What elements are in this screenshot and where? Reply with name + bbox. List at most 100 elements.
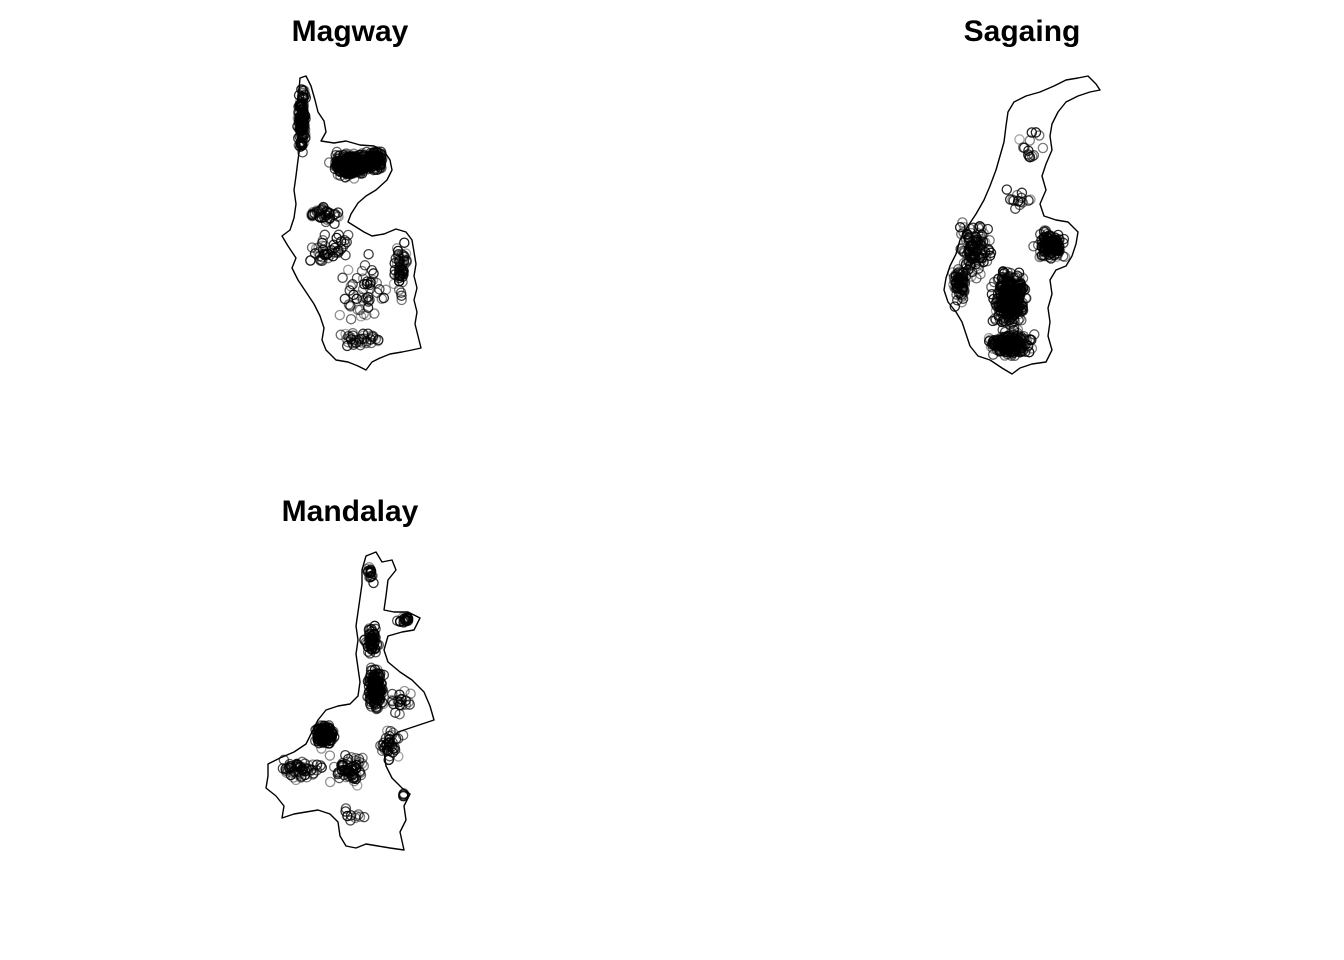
sample-point — [971, 273, 982, 284]
sample-point — [1047, 249, 1058, 261]
sample-point — [1007, 194, 1018, 205]
sample-point — [321, 249, 332, 261]
sample-point — [333, 246, 345, 257]
sample-point — [365, 571, 376, 583]
sample-point — [348, 773, 359, 784]
sample-point — [328, 761, 340, 773]
sample-point — [1005, 291, 1016, 303]
map-title-sagaing: Sagaing — [963, 15, 1081, 48]
sample-point — [340, 328, 351, 340]
sample-point — [337, 272, 348, 284]
sample-point — [296, 115, 307, 126]
sample-point — [345, 334, 357, 345]
sample-point — [317, 204, 328, 216]
sample-point — [364, 636, 375, 648]
sample-point — [316, 762, 327, 773]
sample-point — [972, 228, 984, 239]
sample-point — [312, 735, 324, 747]
sample-point — [334, 309, 346, 321]
sample-point — [376, 148, 387, 160]
sample-point — [390, 733, 402, 744]
sample-point — [284, 758, 295, 770]
sample-point — [953, 288, 965, 299]
points-magway — [292, 84, 412, 352]
sample-point — [378, 737, 390, 748]
sample-point — [369, 308, 380, 319]
sample-point — [1037, 237, 1048, 249]
sample-point — [351, 780, 363, 791]
sample-point — [367, 156, 378, 168]
sample-point — [387, 747, 398, 758]
sample-point — [371, 287, 383, 298]
sample-point — [947, 267, 958, 278]
sample-point — [368, 268, 379, 279]
sample-point — [353, 809, 364, 820]
sample-point — [983, 335, 995, 347]
sample-point — [359, 260, 371, 271]
sample-point — [1042, 228, 1053, 240]
sample-point — [322, 248, 333, 260]
sample-point — [288, 772, 299, 783]
sample-point — [1004, 287, 1016, 299]
sample-point — [1016, 187, 1028, 199]
sample-point — [401, 616, 412, 627]
sample-point — [976, 233, 987, 245]
sample-point — [396, 294, 407, 306]
sample-point — [359, 634, 370, 646]
sample-point — [389, 744, 401, 756]
sample-point — [361, 278, 373, 290]
sample-point — [299, 765, 311, 777]
sample-point — [316, 240, 328, 252]
sample-point — [1038, 231, 1050, 243]
sample-point — [383, 734, 395, 745]
sample-point — [963, 235, 975, 246]
region-boundary-sagaing — [943, 75, 1101, 375]
sample-point — [350, 810, 362, 822]
sample-point — [1012, 301, 1023, 313]
sample-point — [340, 803, 352, 814]
sample-point — [388, 278, 400, 290]
sample-point — [954, 222, 966, 233]
sample-point — [317, 237, 328, 249]
sample-point — [297, 91, 309, 102]
sample-point — [297, 147, 308, 158]
sample-point — [396, 290, 407, 301]
sample-point — [958, 227, 969, 238]
sample-point — [341, 333, 352, 345]
sample-point — [354, 766, 365, 778]
sample-point — [1001, 184, 1013, 195]
sample-point — [363, 248, 374, 260]
sample-point — [996, 335, 1008, 347]
sample-point — [327, 728, 338, 739]
sample-point — [1017, 142, 1029, 153]
sample-point — [393, 249, 404, 260]
sample-point — [384, 730, 395, 742]
sample-point — [361, 337, 372, 349]
sample-point — [988, 337, 999, 348]
sample-point — [368, 685, 379, 697]
sample-point — [974, 221, 986, 232]
sample-point — [974, 238, 986, 249]
sample-point — [326, 734, 338, 746]
sample-point — [362, 291, 374, 303]
sample-point — [1053, 243, 1064, 255]
sample-point — [291, 760, 302, 772]
sample-point — [341, 236, 352, 248]
sample-point — [375, 158, 387, 170]
sample-point — [1026, 127, 1038, 138]
sample-point — [369, 147, 380, 159]
sample-point — [324, 776, 336, 788]
sample-point — [1034, 130, 1045, 141]
sample-point — [963, 244, 975, 256]
sample-point — [992, 274, 1004, 285]
sample-point — [396, 693, 407, 705]
sample-point — [328, 209, 340, 220]
sample-point — [376, 162, 387, 174]
sample-point — [956, 228, 967, 240]
sample-point — [382, 745, 394, 757]
sample-point — [1001, 308, 1013, 320]
sample-point — [311, 765, 322, 776]
sample-point — [399, 237, 410, 248]
